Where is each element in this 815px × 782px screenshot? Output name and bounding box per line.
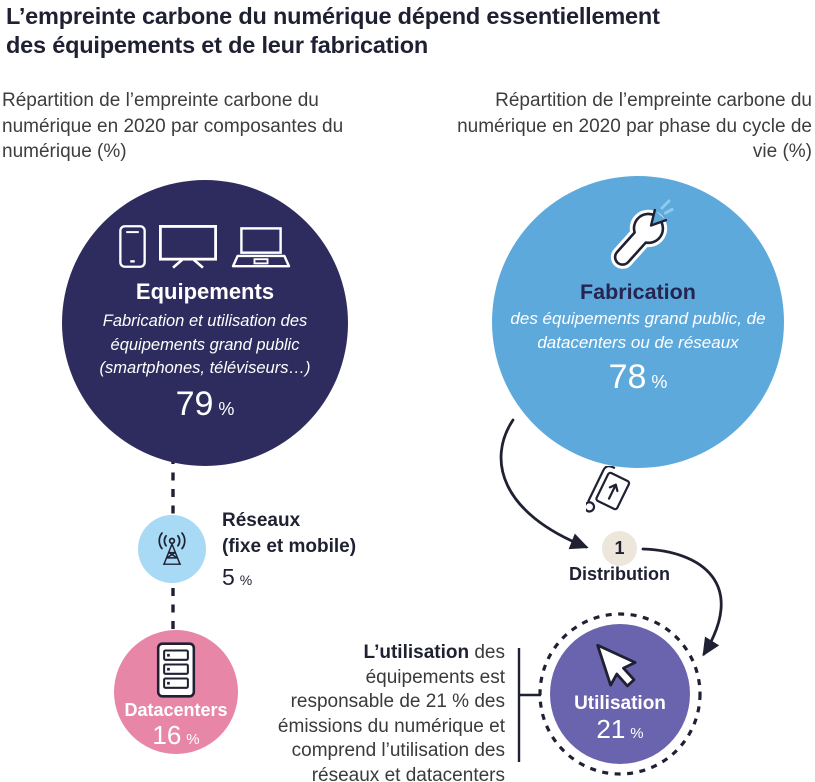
utilisation-label: Utilisation: [574, 693, 666, 714]
utilisation-value-number: 21: [596, 714, 626, 744]
smartphone-icon: [118, 225, 146, 268]
distribution-step-circle: 1: [602, 531, 637, 566]
datacenters-label: Datacenters: [124, 700, 228, 720]
handtruck-icon: [586, 466, 631, 513]
datacenters-percent-sign: %: [186, 731, 200, 748]
equipements-value-number: 79: [175, 384, 214, 423]
utilisation-percent-sign: %: [630, 725, 644, 742]
page-title-line2: des équipements et de leur fabrication: [6, 32, 429, 58]
laptop-icon: [231, 227, 290, 268]
reseaux-value-number: 5: [222, 564, 235, 590]
annotation-rest: des équipements est responsable de 21 % …: [277, 642, 505, 782]
equipements-value: 79 %: [176, 386, 235, 422]
page-title-line1: L’empreinte carbone du numérique dépend …: [6, 3, 660, 29]
tv-icon: [158, 225, 217, 269]
equipements-description: Fabrication et utilisation des équipemen…: [99, 312, 311, 377]
equipements-percent-sign: %: [218, 398, 235, 419]
fabrication-value-number: 78: [608, 358, 647, 396]
datacenters-circle: Datacenters 16 %: [114, 630, 238, 754]
antenna-icon: [158, 532, 186, 565]
distribution-step-number: 1: [614, 538, 625, 558]
fabrication-label: Fabrication: [580, 280, 696, 304]
left-chart-subtitle: Répartition de l’empreinte carbone du nu…: [2, 90, 344, 162]
server-icon: [156, 642, 196, 698]
utilisation-annotation: L’utilisation des équipements est respon…: [266, 641, 505, 782]
page-title: L’empreinte carbone du numérique dépend …: [6, 2, 806, 60]
fabrication-value: 78 %: [609, 359, 668, 395]
reseaux-sublabel: (fixe et mobile): [222, 535, 357, 557]
utilisation-value: 21 %: [596, 715, 643, 743]
equipements-label: Equipements: [135, 279, 275, 304]
equipements-circle: Equipements Fabrication et utilisation d…: [62, 180, 348, 466]
reseaux-text-block: Réseaux (fixe et mobile) 5 %: [222, 508, 356, 589]
right-chart-subtitle: Répartition de l’empreinte carbone du nu…: [457, 90, 812, 162]
reseaux-label: Réseaux: [222, 510, 301, 531]
datacenters-value-number: 16: [152, 720, 182, 750]
utilisation-circle: Utilisation 21 %: [550, 624, 690, 764]
annotation-bold-lead: L’utilisation: [363, 642, 470, 663]
wrench-icon: [610, 199, 674, 269]
reseaux-circle: [138, 515, 206, 583]
fabrication-description: des équipements grand public, de datacen…: [510, 309, 766, 352]
annotation-bracket: [517, 648, 541, 762]
fabrication-percent-sign: %: [651, 372, 668, 392]
reseaux-percent-sign: %: [239, 572, 253, 588]
fabrication-circle: Fabrication des équipements grand public…: [492, 176, 784, 468]
cursor-icon: [596, 643, 637, 688]
distribution-label: Distribution: [569, 564, 670, 584]
datacenters-value: 16 %: [152, 721, 199, 749]
device-icons-row: [118, 224, 292, 269]
reseaux-value: 5 %: [222, 565, 356, 589]
